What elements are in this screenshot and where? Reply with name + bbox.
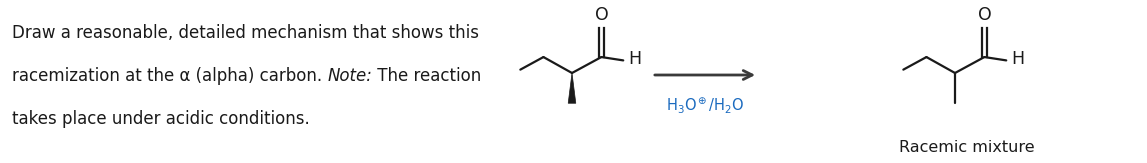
Polygon shape (568, 73, 576, 103)
Text: Racemic mixture: Racemic mixture (899, 141, 1035, 156)
Text: takes place under acidic conditions.: takes place under acidic conditions. (11, 110, 310, 128)
Text: The reaction: The reaction (373, 67, 482, 85)
Text: H: H (1012, 50, 1025, 68)
Text: racemization at the α (alpha) carbon.: racemization at the α (alpha) carbon. (11, 67, 327, 85)
Text: Note:: Note: (327, 67, 373, 85)
Text: O: O (977, 7, 991, 24)
Text: H$_3$O$^\oplus$/H$_2$O: H$_3$O$^\oplus$/H$_2$O (665, 95, 744, 115)
Text: Draw a reasonable, detailed mechanism that shows this: Draw a reasonable, detailed mechanism th… (11, 24, 479, 42)
Text: O: O (594, 7, 608, 24)
Text: H: H (629, 50, 642, 68)
